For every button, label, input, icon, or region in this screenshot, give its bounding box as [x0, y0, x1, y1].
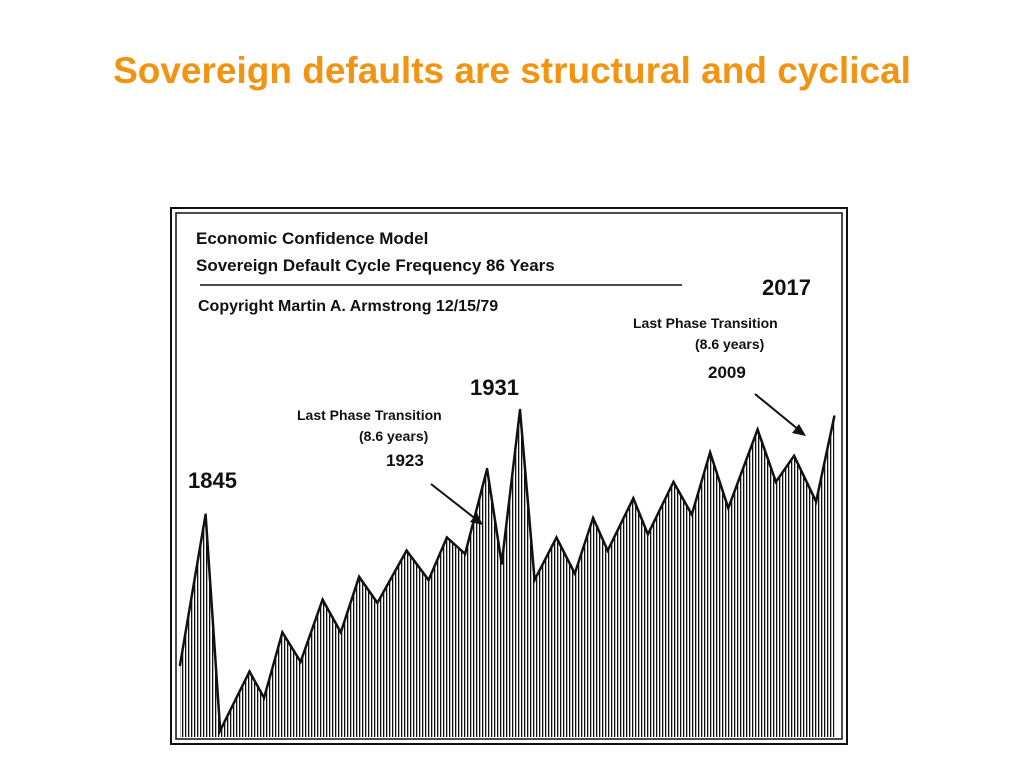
peak-label-1931: 1931	[470, 375, 519, 400]
chart-copyright: Copyright Martin A. Armstrong 12/15/79	[198, 298, 498, 315]
chart-point-1911	[445, 536, 449, 539]
chart-point-1871	[299, 660, 302, 663]
peak-label-1845: 1845	[188, 468, 237, 493]
chart-inner-border	[175, 212, 843, 740]
chart-point-2001	[774, 480, 778, 484]
chart-point-1866	[281, 631, 284, 634]
chart-title: Economic Confidence Model	[196, 229, 428, 248]
chart-svg: Economic Confidence Model Sovereign Defa…	[170, 207, 848, 745]
chart-subtitle: Sovereign Default Cycle Frequency 86 Yea…	[196, 256, 555, 275]
chart-point-2006	[792, 454, 796, 457]
chart-point-1892	[376, 601, 379, 605]
chart-points	[178, 408, 836, 732]
chart-point-1900	[405, 549, 408, 552]
chart-point-1916	[463, 552, 467, 556]
chart-point-1877	[321, 598, 324, 601]
chart-point-1922	[485, 467, 489, 471]
phase-duration-label-2: (8.6 years)	[695, 336, 764, 352]
chart-point-1906	[427, 578, 430, 582]
chart-point-1941	[555, 536, 558, 539]
chart-image: Economic Confidence Model Sovereign Defa…	[170, 207, 848, 745]
chart-point-1996	[756, 428, 759, 431]
arrow-2009	[754, 393, 806, 436]
phase-transition-label-2: Last Phase Transition	[633, 315, 778, 331]
chart-point-1983	[708, 451, 712, 454]
chart-point-1966	[646, 533, 650, 536]
chart-point-1988	[727, 506, 730, 510]
slide-title: Sovereign defaults are structural and cy…	[113, 50, 911, 91]
phase-transition-label-1: Last Phase Transition	[297, 407, 442, 423]
phase-duration-label-1: (8.6 years)	[359, 428, 428, 444]
chart-point-1955	[606, 549, 609, 552]
chart-area-fill	[180, 410, 835, 737]
phase-year-label-2009: 2009	[708, 363, 746, 382]
chart-point-1838	[178, 663, 182, 667]
chart-point-1882	[339, 631, 342, 634]
chart-point-1849	[219, 729, 222, 732]
chart-point-1935	[533, 578, 536, 582]
chart-point-1887	[357, 575, 361, 578]
arrow-1923	[430, 483, 483, 525]
chart-point-1861	[262, 696, 266, 699]
chart-point-1857	[248, 670, 251, 673]
chart-point-1951	[591, 516, 595, 520]
chart-point-1973	[672, 480, 675, 484]
chart-series-line	[178, 409, 836, 736]
chart-point-1946	[573, 572, 576, 575]
chart-point-1962	[632, 497, 635, 500]
chart-point-1926	[500, 562, 503, 565]
phase-year-label-1923: 1923	[386, 451, 424, 470]
peak-label-2017: 2017	[762, 275, 811, 300]
chart-point-1978	[690, 513, 693, 516]
chart-point-2012	[814, 500, 818, 503]
chart-point-1931	[518, 408, 522, 412]
chart-point-2017	[833, 415, 836, 418]
chart-point-1845	[204, 513, 207, 516]
